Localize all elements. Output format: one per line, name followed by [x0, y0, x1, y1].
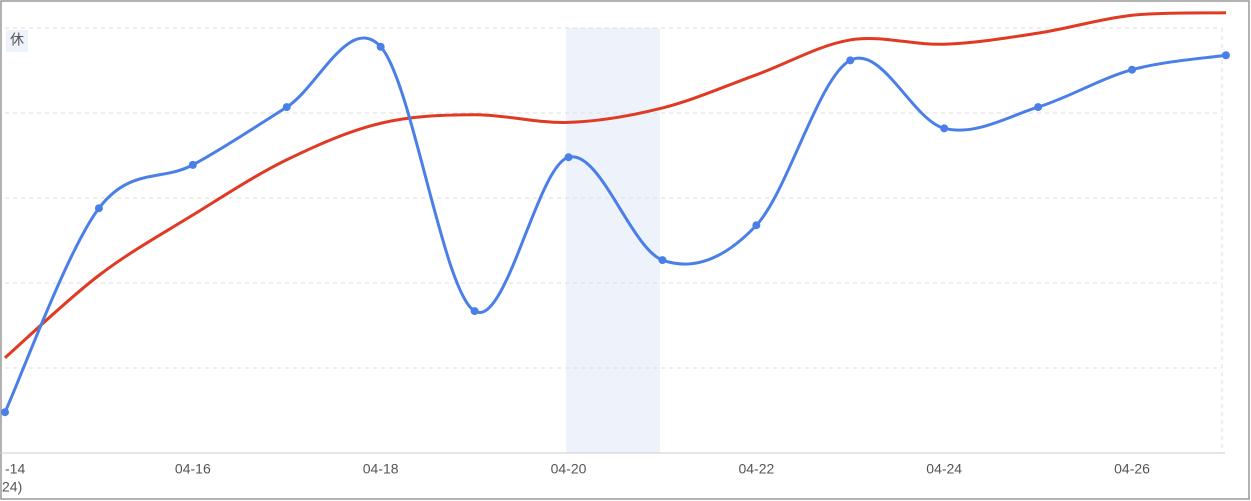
x-tick-label: 04-26: [1114, 461, 1150, 477]
x-tick-label: 04-18: [363, 461, 399, 477]
x-tick-label: 04-24: [926, 461, 962, 477]
x-tick-label: 04-16: [175, 461, 211, 477]
hover-band: [566, 28, 660, 453]
point: [940, 124, 949, 133]
point: [376, 42, 385, 51]
point: [752, 221, 761, 230]
point: [1034, 103, 1043, 112]
series-line: [4, 11, 1227, 359]
point: [658, 256, 667, 265]
point: [94, 204, 103, 213]
x-tick-label: 04-22: [738, 461, 774, 477]
corner-badge: [6, 30, 28, 52]
x-tick-label: -14: [5, 461, 25, 477]
point: [564, 153, 573, 162]
point: [846, 56, 855, 65]
point: [282, 103, 291, 112]
point: [470, 307, 479, 316]
corner-label: 休: [10, 32, 24, 48]
x-tick-label: 04-20: [551, 461, 587, 477]
point: [188, 160, 197, 169]
point: [1221, 51, 1230, 60]
year-label: 24): [2, 479, 22, 495]
point: [1128, 65, 1137, 74]
point: [1, 408, 9, 417]
